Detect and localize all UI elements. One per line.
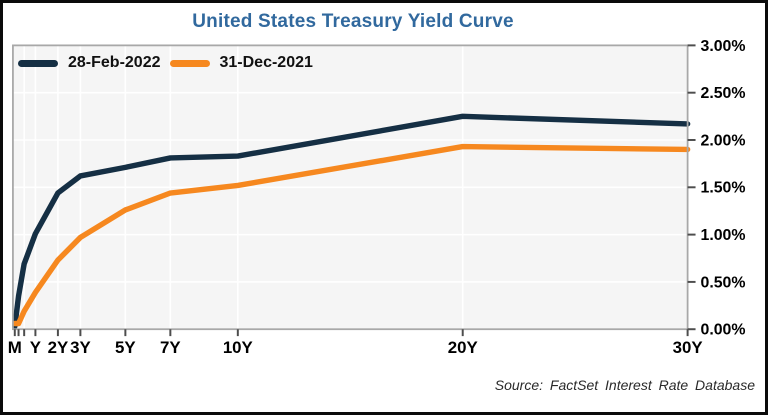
x-tick-label: 30Y bbox=[673, 338, 703, 357]
source-note: Source: FactSet Interest Rate Database bbox=[494, 377, 755, 393]
x-tick-label: 3Y bbox=[70, 338, 91, 357]
legend: 28-Feb-2022 31-Dec-2021 bbox=[18, 54, 322, 72]
x-tick-label: 20Y bbox=[448, 338, 478, 357]
legend-swatch-28-feb-2022 bbox=[18, 59, 58, 67]
x-tick-label: Y bbox=[30, 338, 41, 357]
x-tick-label: 5Y bbox=[115, 338, 136, 357]
y-tick-label: 3.00% bbox=[701, 38, 746, 55]
legend-label-28-feb-2022: 28-Feb-2022 bbox=[68, 54, 161, 71]
series-line-0 bbox=[12, 113, 691, 330]
y-tick-label: 1.00% bbox=[701, 227, 746, 244]
y-tick-label: 2.50% bbox=[701, 85, 746, 102]
x-tick-label: 10Y bbox=[223, 338, 253, 357]
series-line-1 bbox=[12, 143, 691, 327]
y-tick-label: 0.50% bbox=[701, 274, 746, 291]
y-tick-label: 2.00% bbox=[701, 132, 746, 149]
y-tick-label: 1.50% bbox=[701, 180, 746, 197]
legend-swatch-31-dec-2021 bbox=[169, 59, 210, 67]
x-tick-label: 2Y bbox=[48, 338, 69, 357]
legend-label-31-dec-2021: 31-Dec-2021 bbox=[219, 54, 313, 71]
chart-title: United States Treasury Yield Curve bbox=[192, 11, 514, 32]
x-tick-label: M bbox=[8, 338, 22, 357]
y-tick-label: 0.00% bbox=[701, 322, 746, 339]
x-tick-label: 7Y bbox=[160, 338, 181, 357]
